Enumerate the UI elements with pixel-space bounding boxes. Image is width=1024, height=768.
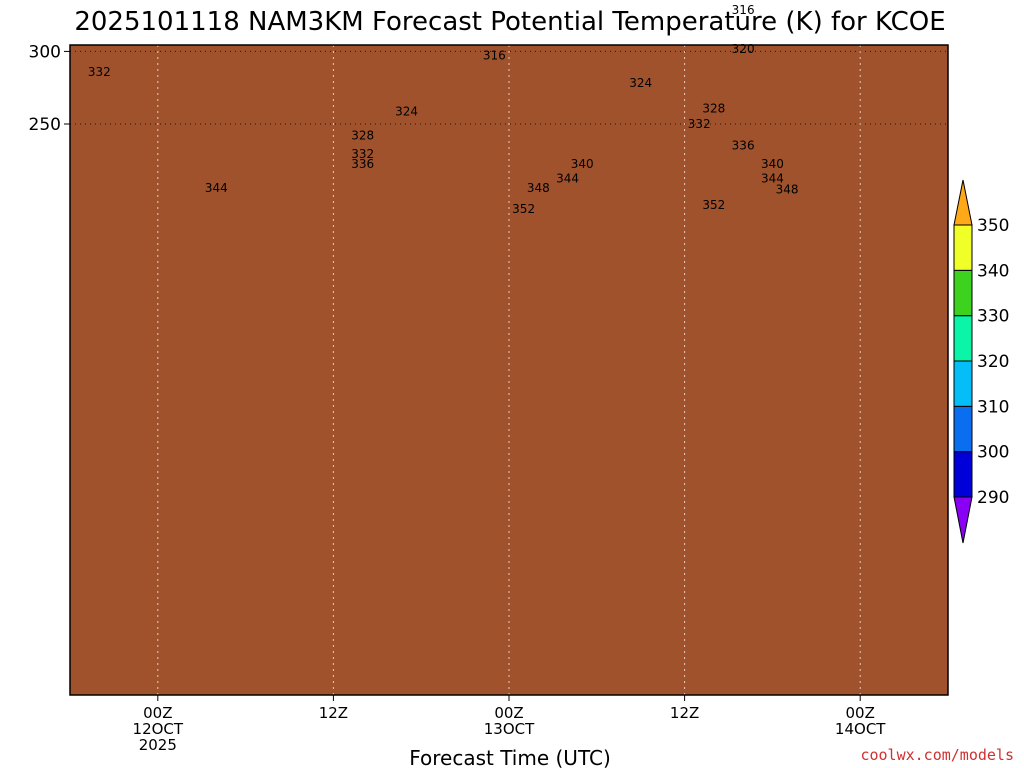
contour-label: 316 (732, 3, 755, 17)
x-tick-label: 2025 (139, 736, 177, 754)
colorbar-bottom-arrow (953, 496, 973, 544)
contour-label: 352 (702, 198, 725, 212)
colorbar-segment (953, 224, 973, 271)
grid-lines (70, 45, 948, 695)
contour-label: 328 (351, 128, 374, 142)
contour-label: 332 (88, 65, 111, 79)
y-tick-label: 350 (29, 0, 61, 1)
colorbar-segment (953, 451, 973, 498)
colorbar-tick-label: 320 (977, 352, 1009, 372)
x-tick-label: 00Z (143, 704, 172, 722)
colorbar-tick-label: 290 (977, 488, 1009, 508)
terrain-ground (70, 45, 948, 695)
contour-label: 328 (702, 101, 725, 115)
contour-label: 316 (483, 48, 506, 62)
contour-label: 324 (629, 76, 652, 90)
colorbar-tick-label: 340 (977, 261, 1009, 281)
x-tick-label: 14OCT (835, 720, 886, 738)
colorbar-tick-label: 330 (977, 307, 1009, 327)
contour-label: 332 (351, 147, 374, 161)
colorbar-tick-label: 300 (977, 443, 1009, 463)
colorbar-tick-label: 310 (977, 397, 1009, 417)
contour-label: 348 (776, 183, 799, 197)
contour-label: 348 (527, 181, 550, 195)
contour-label: 340 (761, 157, 784, 171)
x-tick-label: 00Z (846, 704, 875, 722)
contour-label: 332 (688, 117, 711, 131)
contour-label: 340 (571, 157, 594, 171)
colorbar-segment (953, 315, 973, 362)
contour-lines (70, 45, 948, 695)
chart-title: 2025101118 NAM3KM Forecast Potential Tem… (74, 7, 945, 37)
colorbar: 290 300 310 320 330 340 350 (953, 179, 1009, 544)
contour-label: 320 (732, 42, 755, 56)
x-tick-label: 12OCT (133, 720, 184, 738)
contour-label: 344 (556, 172, 579, 186)
colorbar-segment (953, 269, 973, 317)
x-tick-label: 12Z (319, 704, 348, 722)
colorbar-segment (953, 405, 973, 453)
x-axis-label: Forecast Time (UTC) (409, 746, 611, 768)
colorbar-top-arrow (953, 179, 973, 226)
contour-label: 324 (395, 104, 418, 118)
x-tick-label: 00Z (494, 704, 523, 722)
contour-label: 336 (732, 138, 755, 152)
colorbar-segment (953, 360, 973, 407)
contour-label: 344 (761, 172, 784, 186)
x-tick-label: 12Z (670, 704, 699, 722)
colorbar-tick-label: 350 (977, 216, 1009, 236)
y-axis: 2503003504004505005506006507007508008509… (29, 0, 70, 135)
x-tick-label: 13OCT (484, 720, 535, 738)
contour-label: 344 (205, 181, 228, 195)
y-tick-label: 250 (29, 115, 61, 135)
contour-label: 352 (512, 202, 535, 216)
y-tick-label: 300 (29, 42, 61, 62)
contour-label: 336 (351, 157, 374, 171)
credit-text: coolwx.com/models (860, 746, 1014, 764)
